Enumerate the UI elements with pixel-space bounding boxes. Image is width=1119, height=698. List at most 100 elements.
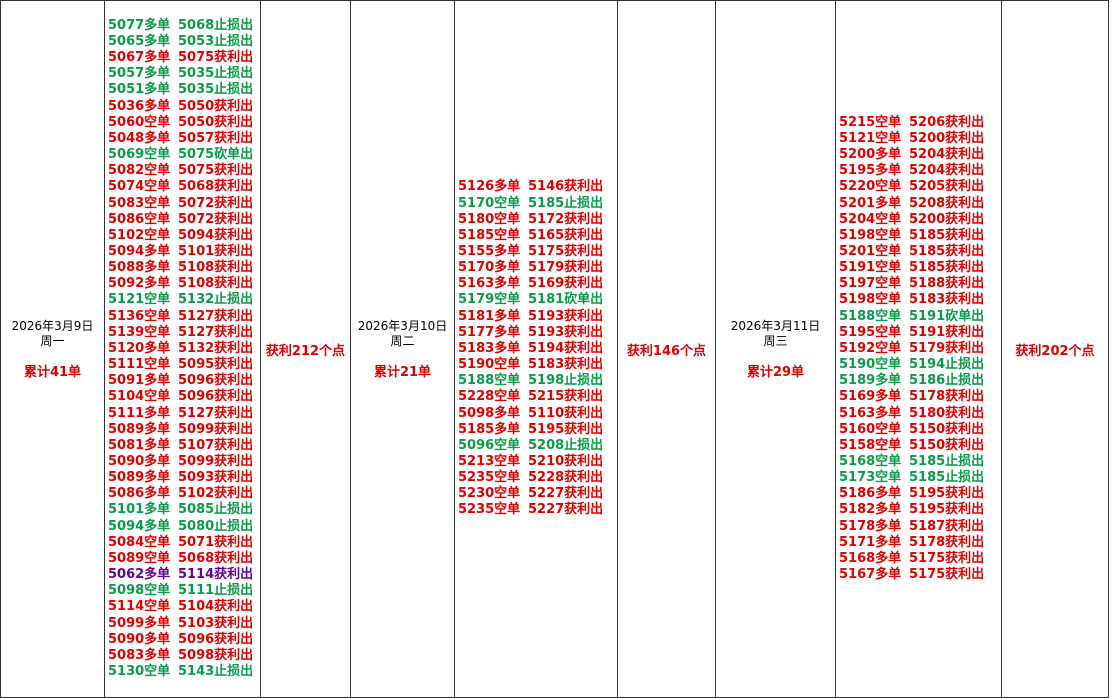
trade-exit: 5132获利出	[178, 340, 254, 356]
trade-exit: 5185止损出	[528, 195, 604, 211]
trade-entry: 5081多单	[108, 437, 171, 453]
trade-row: 5102空单 5094获利出	[108, 228, 260, 244]
trade-row: 5121空单 5200获利出	[839, 131, 1001, 147]
trade-exit: 5050获利出	[178, 114, 254, 130]
trade-entry: 5086多单	[108, 486, 171, 502]
trade-row: 5086空单 5072获利出	[108, 212, 260, 228]
trade-entry: 5088多单	[108, 260, 171, 276]
trade-entry: 5083多单	[108, 647, 171, 663]
trade-row: 5188空单 5191砍单出	[839, 309, 1001, 325]
trade-entry: 5215空单	[839, 114, 902, 130]
trade-entry: 5200多单	[839, 147, 902, 163]
trade-entry: 5198空单	[839, 227, 902, 243]
trade-entry: 5195空单	[839, 324, 902, 340]
trade-exit: 5110获利出	[528, 405, 604, 421]
trade-row: 5136空单 5127获利出	[108, 309, 260, 325]
trade-exit: 5194止损出	[909, 357, 985, 373]
trade-exit: 5227获利出	[528, 486, 604, 502]
trade-exit: 5179获利出	[528, 260, 604, 276]
trade-entry: 5083空单	[108, 195, 171, 211]
trade-exit: 5096获利出	[178, 373, 254, 389]
trade-entry: 5090多单	[108, 454, 171, 470]
trade-row: 5188空单 5198止损出	[458, 373, 617, 389]
trade-entry: 5089空单	[108, 550, 171, 566]
trade-exit: 5072获利出	[178, 211, 254, 227]
trade-entry: 5163多单	[458, 276, 521, 292]
trade-entry: 5220空单	[839, 179, 902, 195]
trade-count: 累计29单	[746, 364, 805, 380]
trade-entry: 5090多单	[108, 631, 171, 647]
trade-row: 5169多单 5178获利出	[839, 389, 1001, 405]
profit-cell: 获利202个点	[1001, 0, 1109, 698]
trade-entry: 5168空单	[839, 454, 902, 470]
trade-row: 5168多单 5175获利出	[839, 551, 1001, 567]
trade-entry: 5099多单	[108, 615, 171, 631]
trade-exit: 5185获利出	[909, 260, 985, 276]
weekday: 周三	[763, 333, 788, 348]
trade-exit: 5185获利出	[909, 243, 985, 259]
trade-entry: 5102空单	[108, 227, 171, 243]
trade-exit: 5206获利出	[909, 114, 985, 130]
trade-row: 5228空单 5215获利出	[458, 389, 617, 405]
trade-row: 5086多单 5102获利出	[108, 486, 260, 502]
trade-row: 5101多单 5085止损出	[108, 502, 260, 518]
trade-entry: 5096空单	[458, 437, 521, 453]
trade-row: 5186多单 5195获利出	[839, 486, 1001, 502]
trade-exit: 5185止损出	[909, 470, 985, 486]
trade-exit: 5096获利出	[178, 631, 254, 647]
trade-exit: 5146获利出	[528, 179, 604, 195]
trade-row: 5111空单 5095获利出	[108, 357, 260, 373]
trade-row: 5048多单 5057获利出	[108, 131, 260, 147]
trade-row: 5215空单 5206获利出	[839, 115, 1001, 131]
trade-row: 5098多单 5110获利出	[458, 406, 617, 422]
trade-entry: 5192空单	[839, 340, 902, 356]
trade-exit: 5180获利出	[909, 405, 985, 421]
trade-entry: 5190空单	[458, 357, 521, 373]
trade-entry: 5114空单	[108, 599, 171, 615]
date: 2026年3月10日	[357, 318, 448, 333]
trade-row: 5083空单 5072获利出	[108, 196, 260, 212]
trade-entry: 5057多单	[108, 66, 171, 82]
trade-row: 5090多单 5096获利出	[108, 632, 260, 648]
trade-row: 5195空单 5191获利出	[839, 325, 1001, 341]
trade-entry: 5190空单	[839, 357, 902, 373]
profit-total: 获利202个点	[1015, 343, 1095, 359]
trade-entry: 5069空单	[108, 147, 171, 163]
trade-count: 累计21单	[373, 364, 432, 380]
trade-exit: 5068获利出	[178, 550, 254, 566]
trade-row: 5235空单 5227获利出	[458, 502, 617, 518]
trade-row: 5220空单 5205获利出	[839, 179, 1001, 195]
trade-row: 5092多单 5108获利出	[108, 276, 260, 292]
trade-exit: 5187获利出	[909, 518, 985, 534]
trade-row: 5089多单 5093获利出	[108, 470, 260, 486]
trade-exit: 5099获利出	[178, 454, 254, 470]
trade-row: 5171多单 5178获利出	[839, 535, 1001, 551]
trade-exit: 5200获利出	[909, 130, 985, 146]
trade-exit: 5127获利出	[178, 308, 254, 324]
trade-row: 5074空单 5068获利出	[108, 179, 260, 195]
trade-row: 5094多单 5101获利出	[108, 244, 260, 260]
trade-entry: 5201多单	[839, 195, 902, 211]
trade-exit: 5075获利出	[178, 50, 254, 66]
trade-entry: 5036多单	[108, 98, 171, 114]
trade-exit: 5094获利出	[178, 227, 254, 243]
trade-row: 5170空单 5185止损出	[458, 196, 617, 212]
trade-entry: 5089多单	[108, 421, 171, 437]
trade-entry: 5086空单	[108, 211, 171, 227]
trade-exit: 5101获利出	[178, 243, 254, 259]
trades-cell: 5077多单 5068止损出 5065多单 5053止损出 5067多单 5075获利出 5…	[104, 0, 261, 698]
trade-exit: 5099获利出	[178, 421, 254, 437]
trade-entry: 5230空单	[458, 486, 521, 502]
trade-entry: 5170空单	[458, 195, 521, 211]
trade-entry: 5089多单	[108, 470, 171, 486]
trade-entry: 5169多单	[839, 389, 902, 405]
trade-row: 5077多单 5068止损出	[108, 18, 260, 34]
trade-entry: 5158空单	[839, 437, 902, 453]
weekday: 周二	[390, 333, 415, 348]
trade-entry: 5204空单	[839, 211, 902, 227]
trade-row: 5062多单 5114获利出	[108, 567, 260, 583]
trade-exit: 5075获利出	[178, 163, 254, 179]
trade-entry: 5185多单	[458, 421, 521, 437]
trade-entry: 5092多单	[108, 276, 171, 292]
trade-row: 5178多单 5187获利出	[839, 519, 1001, 535]
